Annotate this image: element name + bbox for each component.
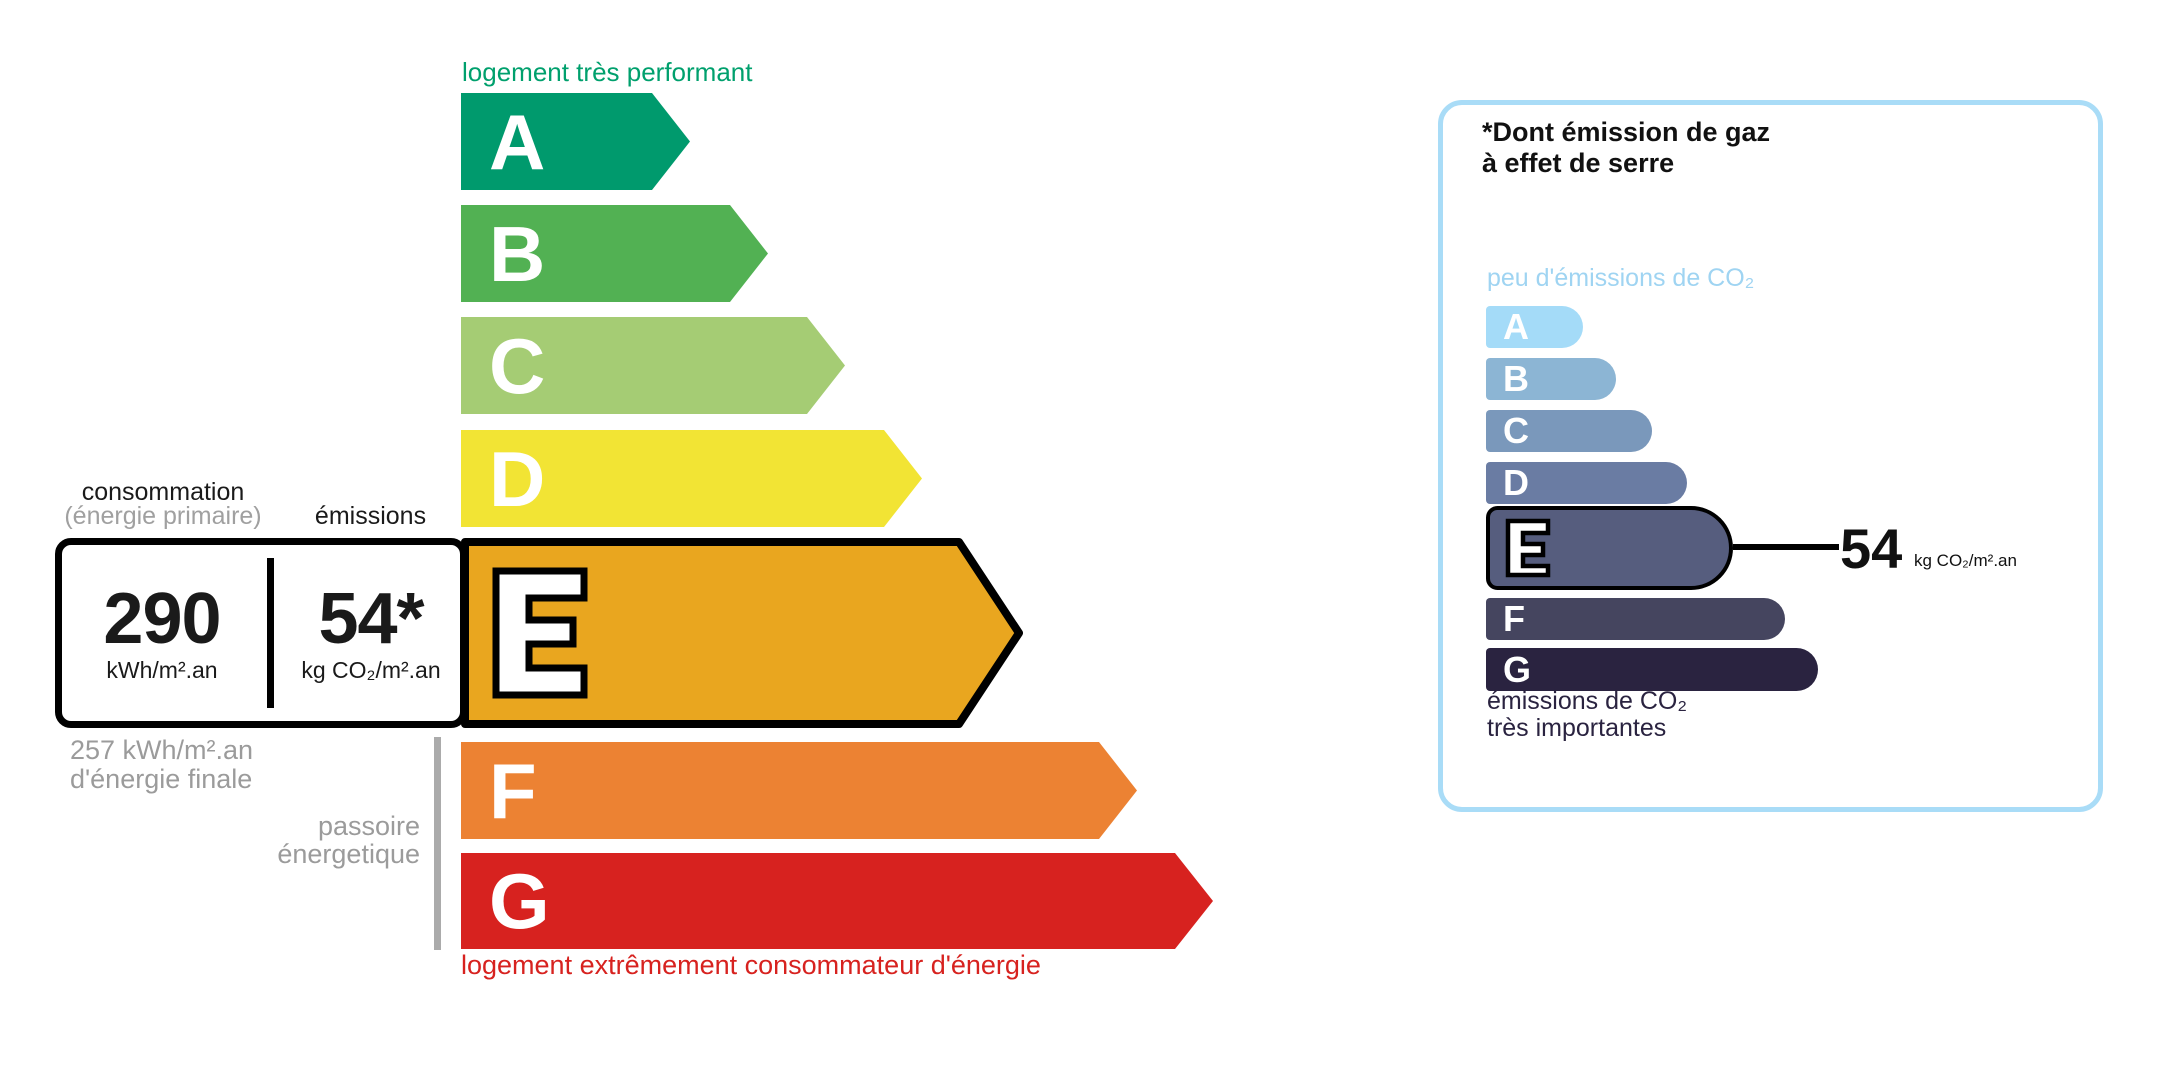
co2-class-letter: C [1503, 410, 1529, 451]
co2-high-line2: très importantes [1487, 714, 1667, 742]
energy-class-letter: F [489, 746, 537, 835]
co2-low-label: peu d'émissions de CO₂ [1487, 264, 1755, 292]
co2-class-letter: B [1503, 358, 1529, 399]
emissions-label: émissions [314, 502, 427, 530]
co2-panel-title: *Dont émission de gaz à effet de serre [1482, 117, 1770, 179]
emissions-cell: 54* kg CO₂/m².an [281, 560, 461, 705]
co2-bar-D: D [1486, 462, 1687, 504]
co2-bar-C: C [1486, 410, 1652, 452]
co2-value: 54 [1840, 517, 1903, 580]
emissions-value: 54* [318, 579, 424, 659]
consumption-label: consommation [81, 478, 245, 506]
co2-class-letter: A [1503, 306, 1529, 347]
co2-bar-E-highlighted [1486, 506, 1733, 590]
co2-class-letter: G [1503, 648, 1532, 690]
consumption-sublabel: (énergie primaire) [64, 502, 262, 530]
energy-arrow-F: F [461, 742, 1137, 839]
final-energy-label: d'énergie finale [70, 764, 253, 794]
energy-arrow-D: D [461, 430, 922, 527]
energy-class-letter: B [489, 209, 546, 298]
co2-bar-A: A [1486, 306, 1583, 348]
co2-value-connector-line [1733, 544, 1839, 550]
co2-emissions-panel [1438, 100, 2103, 812]
emissions-unit: kg CO₂/m².an [301, 657, 441, 683]
co2-bar-B: B [1486, 358, 1616, 400]
top-performance-label: logement très performant [462, 57, 753, 87]
co2-title-line2: à effet de serre [1482, 148, 1675, 178]
consumption-cell: 290 kWh/m².an [62, 560, 262, 705]
bottom-consumer-label: logement extrêmement consommateur d'éner… [461, 950, 1041, 980]
energy-class-letter-outlined [492, 567, 588, 699]
co2-high-label: émissions de CO₂ très importantes [1487, 688, 1687, 742]
energy-class-letter: D [489, 434, 546, 523]
energy-arrow-A: A [461, 93, 690, 190]
energy-arrow-E-highlighted [461, 538, 1023, 728]
co2-value-unit: kg CO₂/m².an [1914, 551, 2017, 570]
consumption-unit: kWh/m².an [106, 657, 218, 683]
co2-bar-G: G [1486, 648, 1818, 691]
co2-class-letter: D [1503, 462, 1529, 503]
sieve-line2: énergetique [277, 839, 420, 869]
energy-arrow-C: C [461, 317, 845, 414]
consumption-value: 290 [103, 579, 221, 659]
final-energy-value: 257 kWh/m².an [70, 735, 254, 765]
co2-high-line1: émissions de CO₂ [1487, 687, 1688, 715]
energy-class-letter: G [489, 857, 550, 945]
co2-class-letter: F [1503, 598, 1525, 639]
energy-class-letter: C [489, 321, 546, 410]
value-box-divider [267, 558, 274, 708]
energy-arrow-B: B [461, 205, 768, 302]
energy-arrow-G: G [461, 853, 1213, 949]
co2-bar-F: F [1486, 598, 1785, 640]
energy-class-letter: A [489, 97, 546, 186]
co2-title-line1: *Dont émission de gaz [1482, 117, 1771, 147]
co2-class-letter-outlined [1505, 518, 1551, 578]
rating-value-box [55, 538, 467, 728]
sieve-bracket-bar [434, 737, 441, 950]
sieve-line1: passoire [317, 811, 420, 841]
energy-sieve-label: passoire énergetique [170, 812, 420, 868]
